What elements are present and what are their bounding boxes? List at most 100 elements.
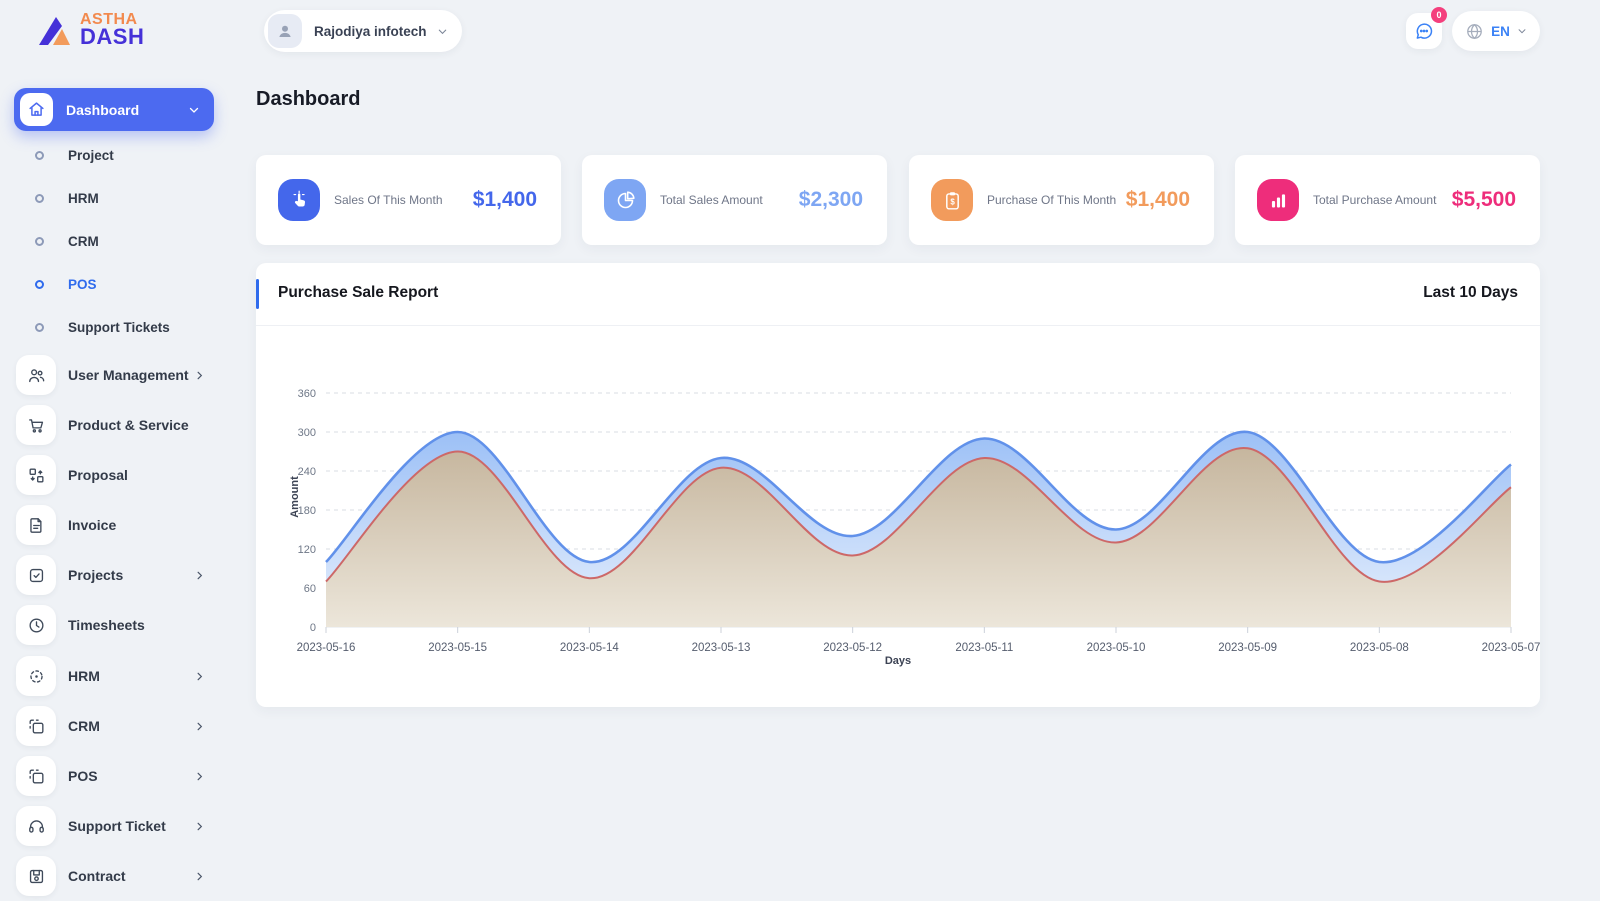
company-selector[interactable]: Rajodiya infotech [264,10,462,52]
chevron-right-icon [194,821,205,832]
windows-icon [16,756,56,796]
clock-icon [16,605,56,645]
chevron-right-icon [194,771,205,782]
sidebar-item-dashboard[interactable]: Dashboard [14,88,214,131]
contract-icon [16,856,56,896]
sidebar-subitem-crm[interactable]: CRM [14,220,219,263]
svg-text:2023-05-09: 2023-05-09 [1218,642,1277,654]
sidebar-subitem-project[interactable]: Project [14,134,219,177]
sidebar: ASTHA DASH Dashboard Project HRM CRM POS… [0,0,232,900]
checkbox-icon [16,555,56,595]
subitem-label: CRM [68,234,99,249]
brand-line1: ASTHA [80,10,138,28]
card-total-purchase-amount: Total Purchase Amount $5,500 [1235,155,1540,245]
card-label: Purchase Of This Month [987,193,1117,207]
svg-text:2023-05-07: 2023-05-07 [1482,642,1541,654]
menu-item-label: Product & Service [68,417,189,433]
messages-button[interactable]: 0 [1406,7,1447,49]
sidebar-item-label: Dashboard [66,101,140,118]
menu-item-label: User Management [68,367,189,383]
svg-text:2023-05-15: 2023-05-15 [428,642,487,654]
sidebar-item-user-management[interactable]: User Management [14,350,219,400]
card-sales-of-this-month: Sales Of This Month $1,400 [256,155,561,245]
sidebar-item-product-service[interactable]: Product & Service [14,400,219,450]
bullet-icon [35,194,44,203]
bullet-icon [35,237,44,246]
sidebar-subitem-pos[interactable]: POS [14,263,219,306]
globe-icon [1467,23,1482,39]
chevron-right-icon [194,370,205,381]
subitem-label: POS [68,277,97,292]
svg-text:2023-05-11: 2023-05-11 [955,642,1013,654]
svg-text:2023-05-14: 2023-05-14 [560,642,619,654]
menu-item-label: Contract [68,868,126,884]
sidebar-item-projects[interactable]: Projects [14,550,219,600]
sidebar-item-pos[interactable]: POS [14,751,219,801]
sidebar-item-hrm[interactable]: HRM [14,651,219,701]
menu-item-label: CRM [68,718,100,734]
sidebar-item-contract[interactable]: Contract [14,851,219,901]
purchase-sale-report-panel: Purchase Sale Report Last 10 Days 0 60 120… [256,263,1540,707]
menu-item-label: POS [68,768,98,784]
tap-icon [278,179,320,221]
page-title: Dashboard [256,88,361,110]
card-value: $1,400 [1125,188,1190,211]
bullet-icon [35,323,44,332]
card-value: $5,500 [1451,188,1516,211]
svg-text:2023-05-13: 2023-05-13 [692,642,751,654]
svg-text:60: 60 [304,583,316,595]
brand-logo[interactable]: ASTHA DASH [34,10,144,50]
chevron-right-icon [194,570,205,581]
subitem-label: Support Tickets [68,320,170,335]
proposal-icon [16,455,56,495]
avatar [268,14,302,48]
chevron-right-icon [194,721,205,732]
menu-item-label: Support Ticket [68,818,166,834]
brand-logo-icon [39,17,70,45]
headset-icon [16,806,56,846]
svg-text:120: 120 [298,544,316,556]
card-value: $2,300 [798,188,863,211]
bullet-icon [35,280,44,289]
menu-item-label: Invoice [68,517,117,533]
svg-text:2023-05-12: 2023-05-12 [823,642,882,654]
clipboard-dollar-icon: $ [931,179,973,221]
chat-icon [1416,23,1433,39]
sidebar-item-support-ticket[interactable]: Support Ticket [14,801,219,851]
cart-icon [16,405,56,445]
chevron-right-icon [194,871,205,882]
sidebar-subitem-support-tickets[interactable]: Support Tickets [14,306,219,349]
users-icon [16,355,56,395]
menu-item-label: Proposal [68,467,128,483]
brand-logo-text: ASTHA DASH [80,10,145,50]
sidebar-item-invoice[interactable]: Invoice [14,500,219,550]
language-code: EN [1491,23,1510,39]
card-label: Total Purchase Amount [1313,193,1437,207]
menu-item-label: HRM [68,668,100,684]
sidebar-item-crm[interactable]: CRM [14,701,219,751]
card-value: $1,400 [472,188,537,211]
sidebar-item-proposal[interactable]: Proposal [14,450,219,500]
brand-line2: DASH [80,24,145,50]
card-total-sales-amount: Total Sales Amount $2,300 [582,155,887,245]
svg-text:240: 240 [298,466,316,478]
menu-item-label: Projects [68,567,124,583]
invoice-icon [16,505,56,545]
menu-item-label: Timesheets [68,617,145,633]
svg-text:$: $ [950,197,955,206]
focus-target-icon [16,656,56,696]
panel-divider [256,325,1540,326]
sidebar-subitem-hrm[interactable]: HRM [14,177,219,220]
svg-text:300: 300 [298,427,316,439]
pie-chart-icon [604,179,646,221]
card-purchase-of-this-month: $ Purchase Of This Month $1,400 [909,155,1214,245]
sidebar-item-timesheets[interactable]: Timesheets [14,600,219,650]
home-icon [20,93,53,126]
chevron-down-icon [188,104,200,116]
bullet-icon [35,151,44,160]
language-selector[interactable]: EN [1452,11,1540,51]
messages-badge: 0 [1431,7,1447,23]
panel-range-label: Last 10 Days [1423,284,1518,301]
subitem-label: HRM [68,191,99,206]
company-name: Rajodiya infotech [314,23,427,39]
